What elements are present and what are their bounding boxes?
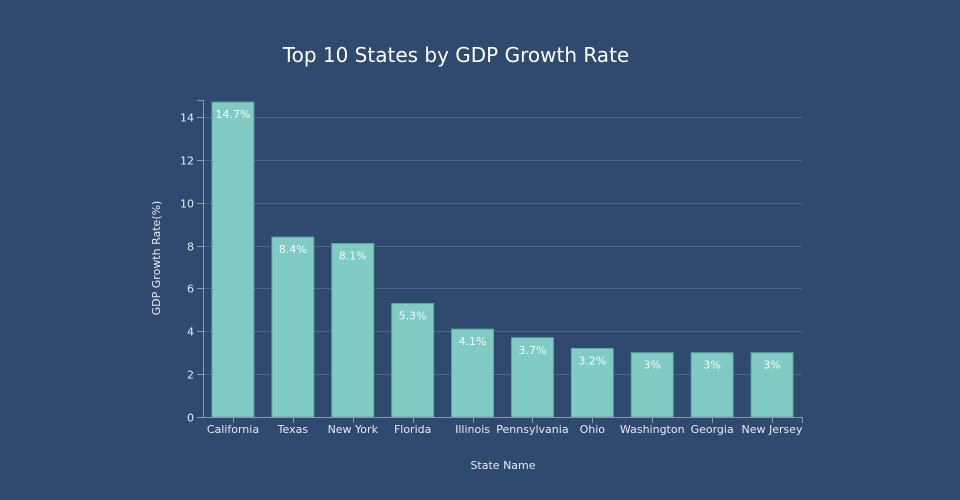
bar-new-york[interactable] <box>331 243 375 418</box>
x-tick-label: Georgia <box>691 423 734 436</box>
bar-texas[interactable] <box>271 236 315 418</box>
data-label: 3% <box>644 359 661 372</box>
x-axis-ticks: California Texas New York Florida Illinois Pe… <box>207 417 803 436</box>
x-tick-label: New Jersey <box>742 423 804 436</box>
x-tick-label: Texas <box>277 423 309 436</box>
y-tick-label: 8 <box>187 241 194 254</box>
bar-california[interactable] <box>211 101 255 418</box>
y-axis-title: GDP Growth Rate(%) <box>150 201 163 316</box>
data-label: 3.7% <box>518 344 546 357</box>
bar-georgia[interactable] <box>690 352 734 418</box>
y-tick-label: 2 <box>187 369 194 382</box>
y-tick-label: 10 <box>180 198 194 211</box>
data-label: 4.1% <box>459 335 487 348</box>
y-tick-label: 4 <box>187 326 194 339</box>
x-tick-label: Ohio <box>580 423 606 436</box>
x-tick-label: Florida <box>394 423 431 436</box>
x-axis-title: State Name <box>470 459 535 472</box>
data-label: 5.3% <box>399 309 427 322</box>
data-label: 3.2% <box>578 354 606 367</box>
data-label: 8.4% <box>279 243 307 256</box>
y-tick-label: 12 <box>180 155 194 168</box>
x-tick-label: California <box>207 423 259 436</box>
bars: 14.7% 8.4% 8.1% 5.3% 4.1% 3.7% 3.2% 3% 3% 3% <box>211 101 794 418</box>
x-tick-label: Pennsylvania <box>496 423 568 436</box>
data-label: 3% <box>763 359 780 372</box>
data-label: 3% <box>703 359 720 372</box>
bar-new-jersey[interactable] <box>750 352 794 418</box>
bar-pennsylvania[interactable] <box>510 337 554 418</box>
x-tick-label: New York <box>328 423 379 436</box>
chart-title: Top 10 States by GDP Growth Rate <box>282 43 629 67</box>
axes <box>197 100 803 423</box>
bar-ohio[interactable] <box>570 347 614 418</box>
y-axis-ticks: 0 2 4 6 8 10 12 14 <box>180 112 203 425</box>
data-label: 8.1% <box>339 250 367 263</box>
bar-washington[interactable] <box>630 352 674 418</box>
y-tick-label: 0 <box>187 412 194 425</box>
data-label: 14.7% <box>215 108 250 121</box>
x-tick-label: Washington <box>620 423 685 436</box>
bar-illinois[interactable] <box>451 328 495 418</box>
y-tick-label: 14 <box>180 112 194 125</box>
y-tick-label: 6 <box>187 283 194 296</box>
x-tick-label: Illinois <box>455 423 490 436</box>
